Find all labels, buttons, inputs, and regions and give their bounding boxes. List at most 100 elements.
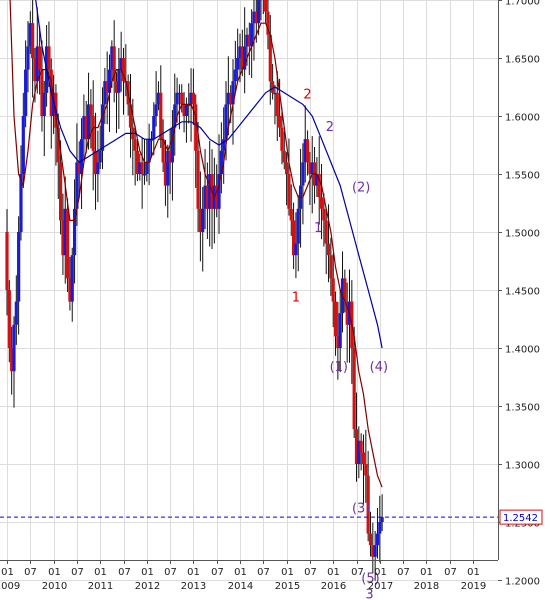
candle-up (149, 139, 154, 141)
candle-up (152, 116, 156, 140)
wave-label: 2 (326, 120, 334, 135)
candle-down (264, 0, 268, 12)
candle-down (77, 162, 81, 174)
candle-down (61, 220, 65, 256)
candle-down (329, 255, 333, 279)
candle-down (364, 464, 368, 476)
x-tick-month: 01 (187, 567, 200, 578)
candle-up (301, 162, 305, 186)
candle-down (291, 220, 296, 256)
y-tick-label: 1.7000 (505, 0, 540, 8)
x-tick-year: 2018 (414, 581, 439, 592)
candle-down (282, 150, 286, 163)
plot-background (0, 0, 498, 560)
candle-down (135, 150, 140, 174)
candle-down (352, 348, 356, 430)
candle-down (345, 301, 349, 325)
candle-down (58, 162, 63, 221)
candle-up (145, 162, 149, 174)
candle-up (373, 545, 377, 557)
y-tick-label: 1.6500 (505, 55, 540, 66)
candle-up (201, 208, 205, 232)
candles (5, 0, 384, 581)
candle-down (205, 185, 209, 209)
candle-up (42, 92, 46, 116)
candle-down (361, 452, 366, 464)
candle-up (245, 34, 249, 47)
x-tick-month: 07 (397, 567, 410, 578)
candle-up (315, 174, 319, 186)
x-tick-month: 01 (467, 567, 480, 578)
candle-down (121, 58, 126, 82)
candle-up (236, 58, 240, 70)
candle-down (266, 11, 270, 35)
x-tick-month: 07 (211, 567, 224, 578)
candle-down (289, 208, 293, 221)
candle-down (180, 92, 184, 105)
ma-line-1 (35, 0, 383, 349)
candle-down (33, 58, 37, 82)
y-tick-label: 1.6000 (505, 113, 540, 124)
candle-down (287, 174, 291, 209)
candle-down (133, 139, 137, 151)
candle-up (273, 92, 277, 95)
candle-down (366, 475, 370, 534)
candle-down (38, 46, 42, 70)
candle-down (47, 46, 51, 70)
current-price-label: 1.2542 (503, 513, 538, 524)
y-tick-label: 1.4000 (505, 345, 540, 356)
x-tick-year: 2010 (42, 581, 67, 592)
candle-up (154, 104, 158, 116)
y-tick-label: 1.5000 (505, 229, 540, 240)
x-tick-month: 07 (444, 567, 457, 578)
x-tick-year: 2016 (321, 581, 346, 592)
candle-down (254, 11, 258, 24)
candle-down (280, 127, 284, 151)
candle-down (182, 104, 186, 116)
candle-down (275, 92, 279, 116)
candle-up (24, 69, 28, 116)
candle-up (250, 23, 254, 47)
candle-up (175, 92, 179, 105)
x-tick-year: 2017 (368, 581, 393, 592)
candle-up (380, 517, 384, 522)
candle-up (28, 23, 32, 47)
x-tick-month: 01 (327, 567, 340, 578)
candle-down (5, 232, 9, 290)
candle-up (52, 92, 56, 116)
candle-up (222, 139, 226, 151)
x-tick-month: 01 (281, 567, 294, 578)
candle-up (79, 139, 84, 174)
candle-up (177, 92, 182, 95)
y-tick-label: 1.3000 (505, 461, 540, 472)
x-tick-year: 2013 (181, 581, 206, 592)
candle-down (324, 220, 328, 244)
candle-down (68, 278, 72, 302)
candle-up (138, 162, 142, 174)
x-tick-year: 2009 (0, 581, 20, 592)
x-axis-ticks: 01 2009 07 01 2010 07 01 2011 07 01 2012 07 01 2013 07… (0, 560, 486, 592)
candle-down (336, 336, 340, 348)
candle-up (375, 533, 380, 546)
candle-up (231, 81, 235, 105)
wave-label: (4) (370, 360, 388, 375)
candle-down (159, 92, 163, 140)
candle-down (333, 301, 338, 337)
candle-down (196, 150, 200, 209)
x-tick-month: 01 (234, 567, 247, 578)
candle-up (219, 150, 223, 174)
candle-up (357, 440, 361, 464)
candle-down (317, 174, 321, 198)
candle-down (84, 116, 88, 140)
candle-up (107, 69, 112, 93)
candle-up (170, 127, 175, 163)
candle-down (56, 127, 60, 163)
y-tick-label: 1.3500 (505, 403, 540, 414)
candle-down (93, 150, 98, 174)
candle-down (194, 104, 198, 151)
candle-up (378, 522, 382, 534)
candle-up (166, 150, 170, 186)
candle-up (189, 92, 193, 105)
x-tick-month: 01 (1, 567, 14, 578)
wave-label: 2 (303, 88, 311, 103)
